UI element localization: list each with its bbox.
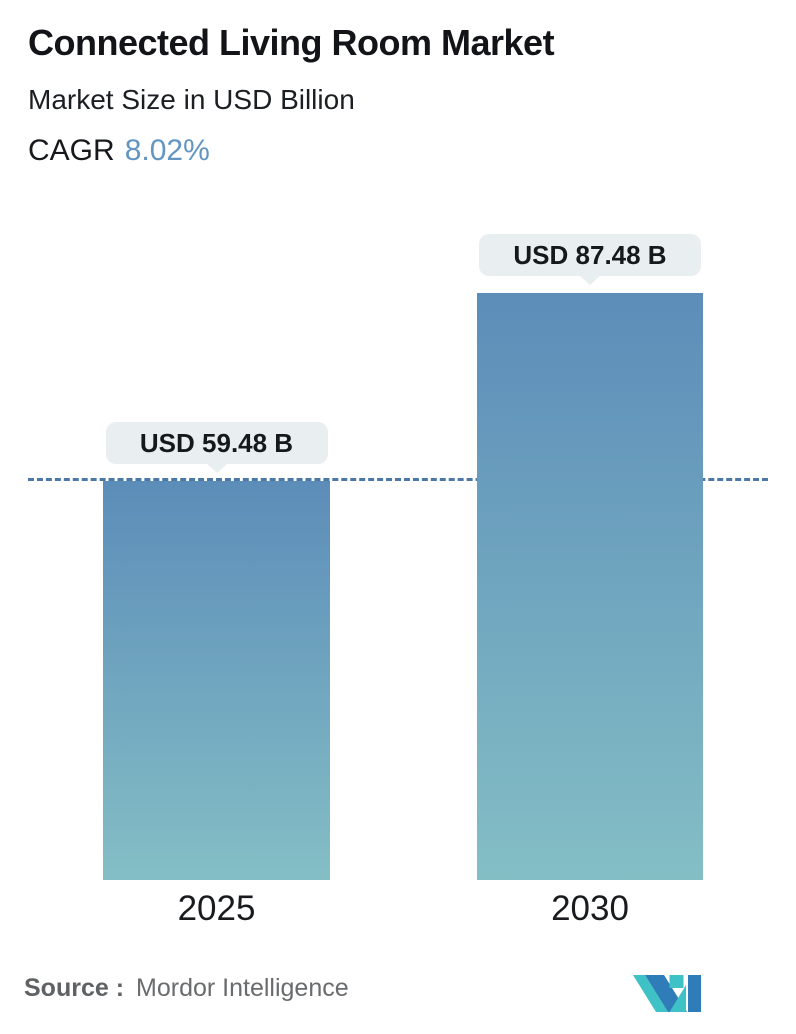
- bar-2025: [103, 481, 330, 880]
- cagr-row: CAGR 8.02%: [28, 134, 210, 168]
- chart-subtitle: Market Size in USD Billion: [28, 84, 355, 115]
- mordor-intelligence-logo: [633, 975, 701, 1012]
- value-label-2025: USD 59.48 B: [105, 422, 328, 464]
- value-label-text: USD 87.48 B: [513, 239, 667, 270]
- cagr-label: CAGR: [28, 134, 115, 167]
- value-label-text: USD 59.48 B: [139, 427, 294, 458]
- x-axis-label-2030: 2030: [551, 889, 629, 928]
- reference-dashed-line: [28, 478, 768, 481]
- source-row: Source : Mordor Intelligence: [24, 974, 349, 1003]
- source-label: Source :: [24, 974, 125, 1002]
- bar-2030: [477, 293, 703, 880]
- source-value: Mordor Intelligence: [136, 974, 349, 1002]
- bar-group-2025: USD 59.48 B: [103, 422, 330, 880]
- x-axis-label-2025: 2025: [177, 889, 256, 928]
- value-label-2030: USD 87.48 B: [479, 234, 701, 276]
- page-title: Connected Living Room Market: [28, 22, 555, 63]
- bar-group-2030: USD 87.48 B: [477, 234, 703, 880]
- cagr-value: 8.02%: [124, 134, 210, 167]
